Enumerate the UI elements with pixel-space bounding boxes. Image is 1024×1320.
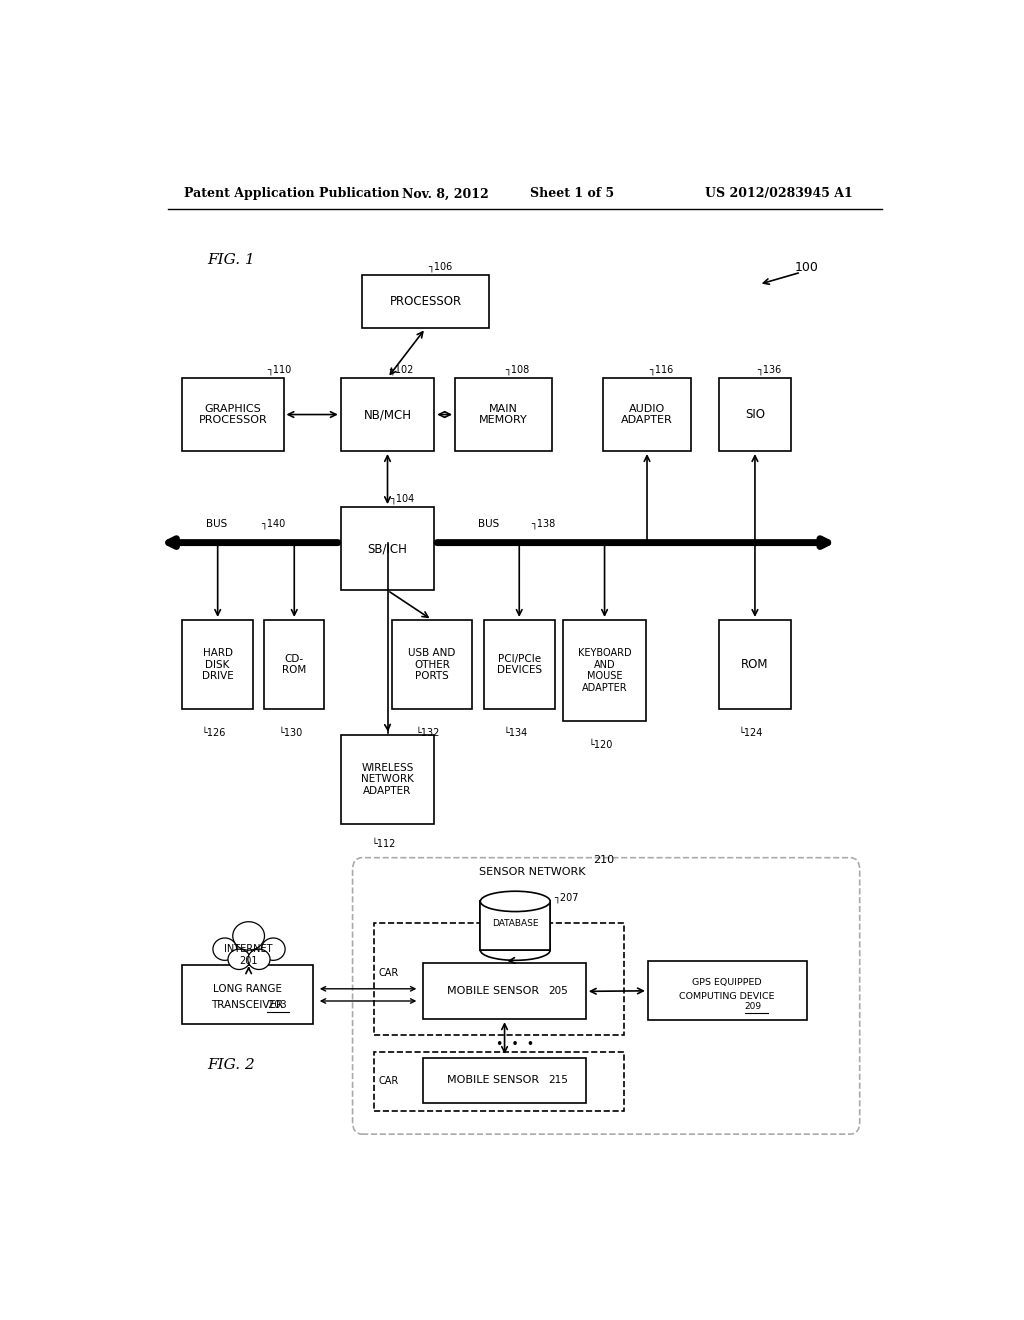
Text: TRANSCEIVER: TRANSCEIVER — [211, 1001, 284, 1010]
Text: ┐102: ┐102 — [389, 364, 414, 375]
FancyBboxPatch shape — [455, 378, 552, 451]
Text: 100: 100 — [795, 260, 818, 273]
Text: ┐108: ┐108 — [506, 364, 529, 375]
Ellipse shape — [232, 921, 264, 950]
Ellipse shape — [228, 949, 250, 969]
Text: CD-
ROM: CD- ROM — [283, 653, 306, 676]
Text: SB/ICH: SB/ICH — [368, 543, 408, 556]
Text: └124: └124 — [738, 727, 763, 738]
Text: └112: └112 — [372, 840, 395, 849]
Text: DATABASE: DATABASE — [492, 919, 539, 928]
Text: MOBILE SENSOR: MOBILE SENSOR — [446, 986, 539, 997]
Text: Sheet 1 of 5: Sheet 1 of 5 — [530, 187, 614, 201]
FancyBboxPatch shape — [374, 1052, 624, 1110]
Text: └126: └126 — [202, 727, 226, 738]
Text: 209: 209 — [744, 1002, 762, 1011]
Text: Patent Application Publication: Patent Application Publication — [183, 187, 399, 201]
FancyBboxPatch shape — [423, 1057, 586, 1102]
Ellipse shape — [261, 939, 285, 961]
FancyBboxPatch shape — [341, 735, 434, 824]
FancyBboxPatch shape — [182, 378, 284, 451]
Text: LONG RANGE: LONG RANGE — [213, 983, 282, 994]
Text: ┐104: ┐104 — [390, 494, 414, 504]
FancyBboxPatch shape — [480, 902, 550, 950]
Text: ┐136: ┐136 — [757, 364, 781, 375]
Text: ┐207: ┐207 — [554, 892, 579, 903]
Text: 205: 205 — [549, 986, 568, 997]
FancyBboxPatch shape — [182, 965, 313, 1024]
Text: 201: 201 — [240, 957, 258, 966]
Text: COMPUTING DEVICE: COMPUTING DEVICE — [679, 993, 775, 1002]
FancyBboxPatch shape — [480, 902, 550, 950]
Text: CAR: CAR — [379, 1076, 399, 1086]
Text: SIO: SIO — [744, 408, 765, 421]
Text: └130: └130 — [279, 727, 302, 738]
Text: GRAPHICS
PROCESSOR: GRAPHICS PROCESSOR — [199, 404, 267, 425]
FancyBboxPatch shape — [719, 620, 791, 709]
FancyBboxPatch shape — [719, 378, 791, 451]
FancyBboxPatch shape — [563, 620, 646, 722]
Text: GPS EQUIPPED: GPS EQUIPPED — [692, 978, 762, 987]
Text: MOBILE SENSOR: MOBILE SENSOR — [446, 1076, 539, 1085]
Ellipse shape — [213, 939, 237, 961]
FancyBboxPatch shape — [362, 276, 489, 329]
FancyBboxPatch shape — [264, 620, 324, 709]
Text: PCI/PCIe
DEVICES: PCI/PCIe DEVICES — [497, 653, 542, 676]
Text: ┐140: ┐140 — [261, 519, 286, 529]
Text: HARD
DISK
DRIVE: HARD DISK DRIVE — [202, 648, 233, 681]
FancyBboxPatch shape — [374, 923, 624, 1035]
Text: WIRELESS
NETWORK
ADAPTER: WIRELESS NETWORK ADAPTER — [361, 763, 414, 796]
Text: FIG. 1: FIG. 1 — [207, 253, 255, 267]
FancyBboxPatch shape — [392, 620, 472, 709]
FancyBboxPatch shape — [341, 507, 434, 590]
Text: 203: 203 — [265, 1001, 287, 1010]
Text: BUS: BUS — [478, 519, 500, 529]
FancyBboxPatch shape — [352, 858, 860, 1134]
Text: USB AND
OTHER
PORTS: USB AND OTHER PORTS — [409, 648, 456, 681]
FancyBboxPatch shape — [423, 964, 586, 1019]
Text: •  •  •: • • • — [497, 1039, 535, 1051]
Text: ┐116: ┐116 — [649, 364, 674, 375]
Text: KEYBOARD
AND
MOUSE
ADAPTER: KEYBOARD AND MOUSE ADAPTER — [578, 648, 632, 693]
Text: CAR: CAR — [379, 968, 399, 978]
Text: 215: 215 — [549, 1076, 568, 1085]
FancyBboxPatch shape — [483, 620, 555, 709]
Text: NB/MCH: NB/MCH — [364, 408, 412, 421]
Text: Nov. 8, 2012: Nov. 8, 2012 — [402, 187, 488, 201]
FancyBboxPatch shape — [182, 620, 253, 709]
Text: 210: 210 — [594, 855, 614, 865]
Text: MAIN
MEMORY: MAIN MEMORY — [479, 404, 527, 425]
Text: ┐110: ┐110 — [267, 364, 292, 375]
Text: ┐138: ┐138 — [530, 519, 555, 529]
Text: FIG. 2: FIG. 2 — [207, 1059, 255, 1072]
Ellipse shape — [480, 940, 550, 961]
Text: AUDIO
ADAPTER: AUDIO ADAPTER — [622, 404, 673, 425]
Text: └134: └134 — [503, 727, 527, 738]
Text: SENSOR NETWORK: SENSOR NETWORK — [479, 867, 586, 876]
FancyBboxPatch shape — [602, 378, 691, 451]
Ellipse shape — [480, 891, 550, 912]
Text: └120: └120 — [589, 739, 612, 750]
Text: ┐106: ┐106 — [428, 261, 452, 272]
Text: US 2012/0283945 A1: US 2012/0283945 A1 — [705, 187, 853, 201]
FancyBboxPatch shape — [341, 378, 434, 451]
Ellipse shape — [248, 949, 270, 969]
Text: INTERNET: INTERNET — [224, 944, 272, 954]
Text: ROM: ROM — [741, 659, 769, 671]
FancyBboxPatch shape — [648, 961, 807, 1020]
Text: PROCESSOR: PROCESSOR — [389, 296, 462, 308]
Text: └132: └132 — [416, 727, 440, 738]
Text: BUS: BUS — [206, 519, 227, 529]
